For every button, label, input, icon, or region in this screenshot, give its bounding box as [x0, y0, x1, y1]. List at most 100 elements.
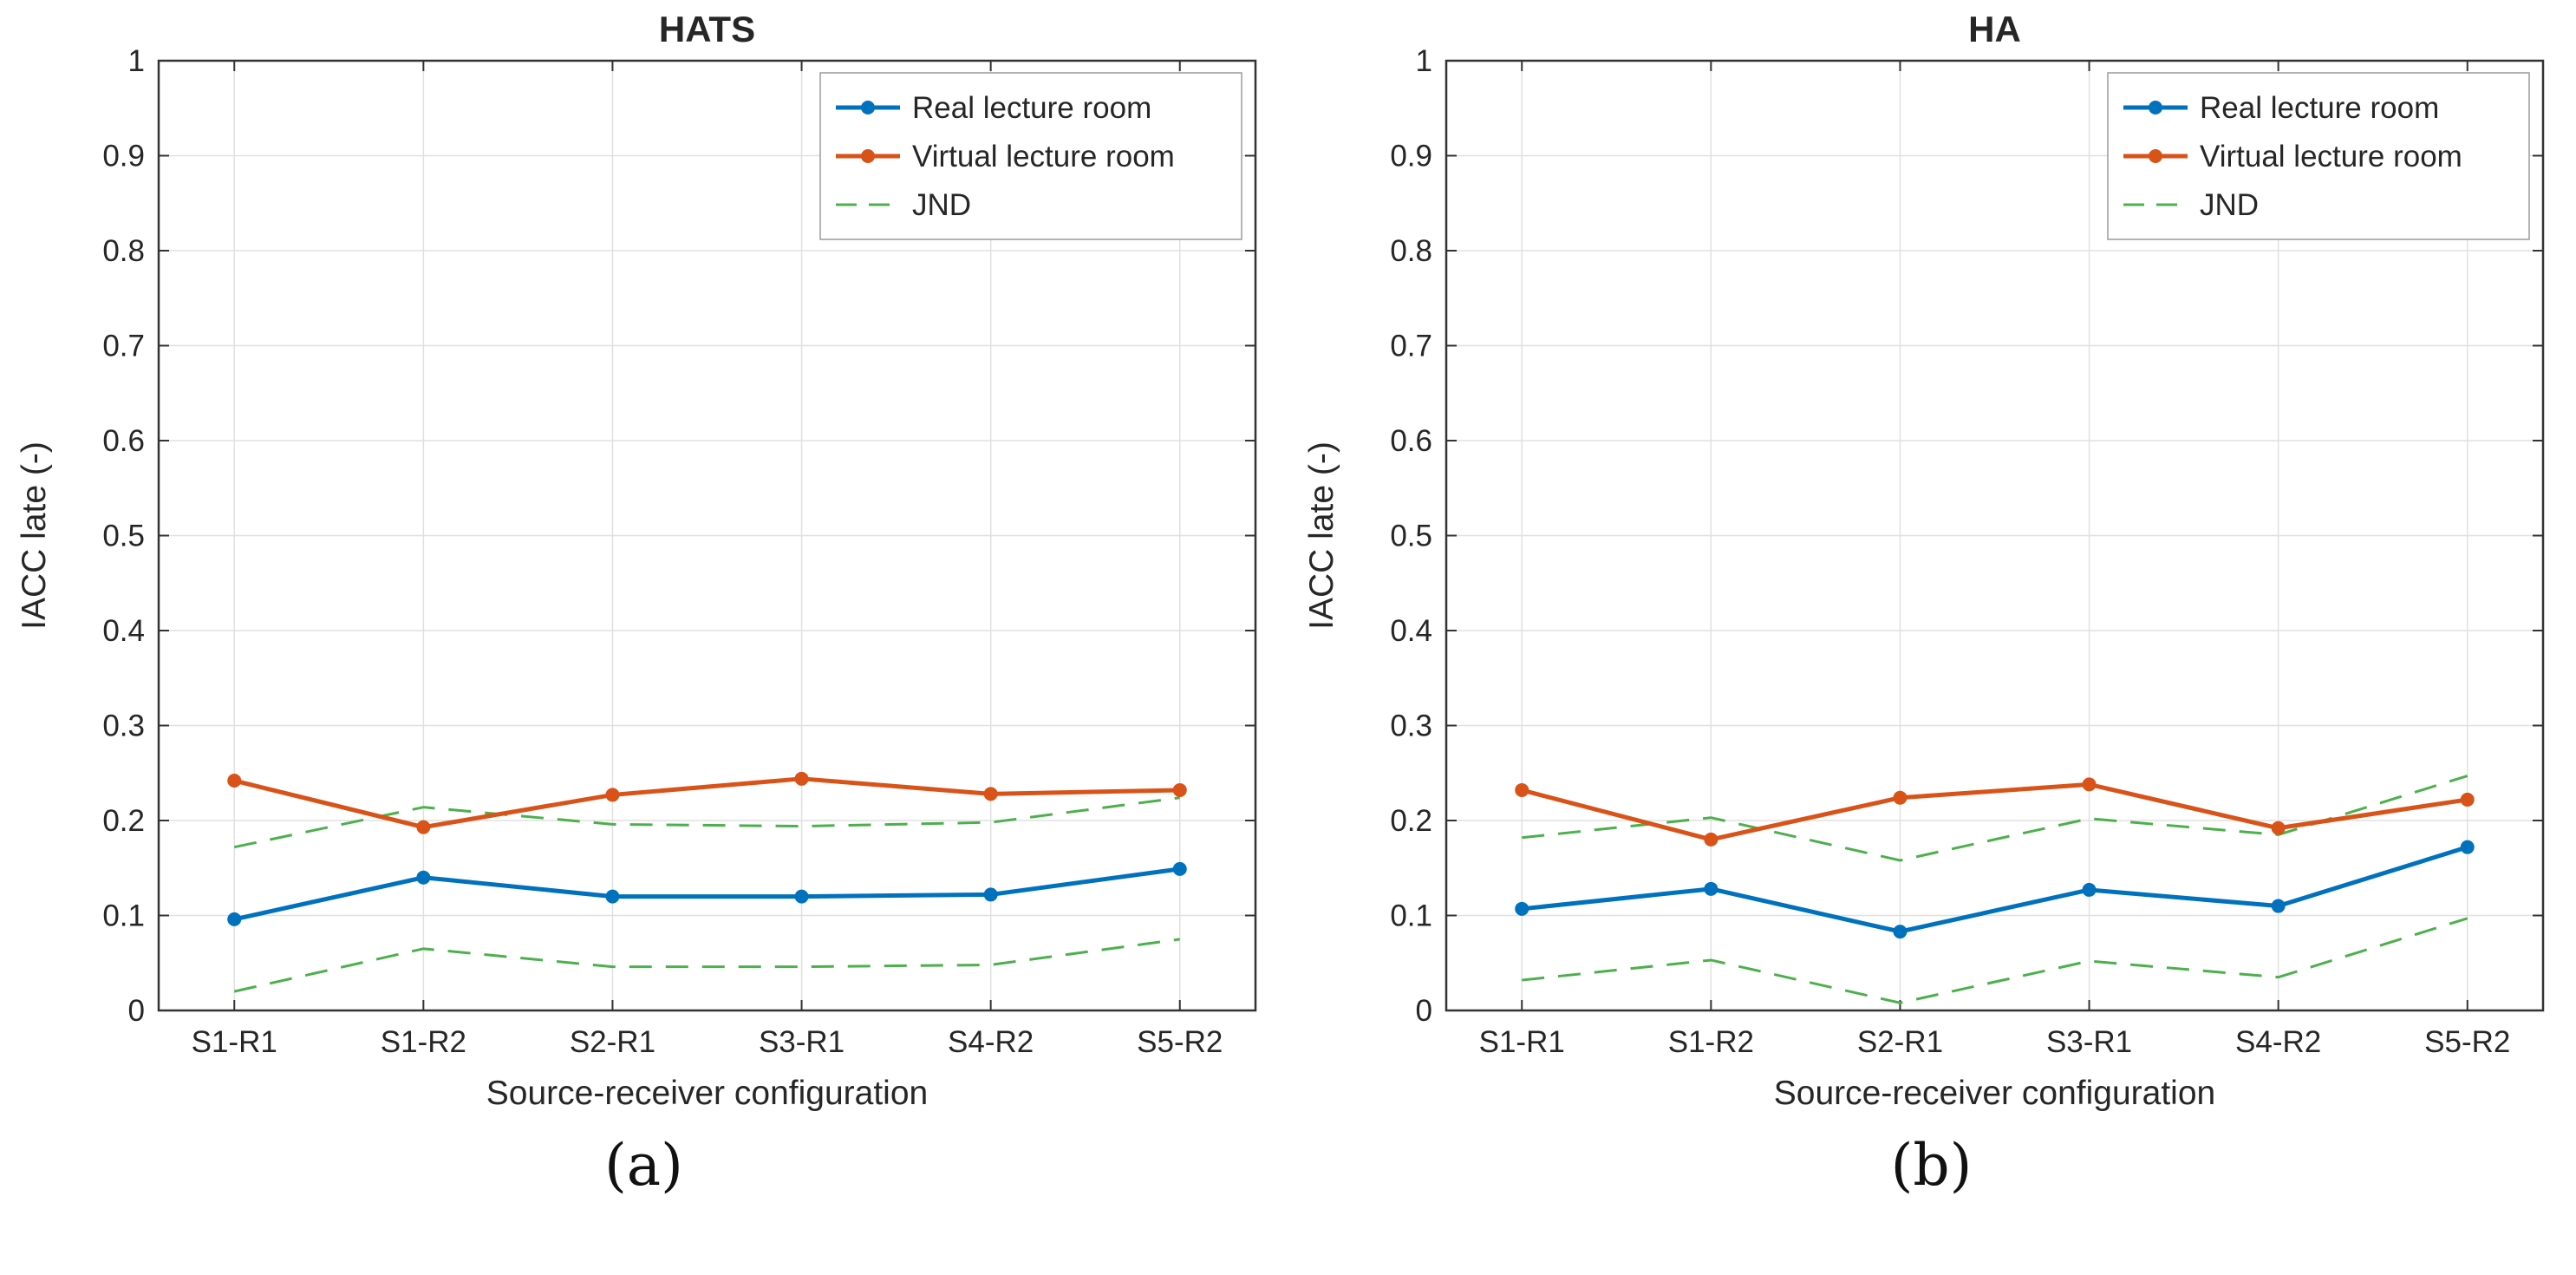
y-tick-labels: 0 0.1 0.2 0.3 0.4 0.5 0.6 0.7 0.8 0.9 1 — [1390, 44, 1432, 1028]
x-tick-labels: S1-R1 S1-R2 S2-R1 S3-R1 S4-R2 S5-R2 — [1478, 1025, 2510, 1059]
data-point-marker — [1514, 901, 1529, 916]
chart-title: HA — [1968, 9, 2021, 49]
legend-label: Virtual lecture room — [912, 140, 1175, 173]
series-real-lecture-room — [1514, 840, 2475, 939]
data-point-marker — [794, 771, 809, 786]
y-axis-label: IACC late (-) — [1303, 441, 1340, 630]
svg-text:S5-R2: S5-R2 — [1137, 1025, 1223, 1059]
axis-box — [157, 59, 1256, 1012]
legend-label: Real lecture room — [912, 91, 1151, 125]
series-jnd — [233, 796, 1180, 993]
legend-label: Virtual lecture room — [2200, 140, 2462, 173]
svg-text:0: 0 — [127, 994, 144, 1028]
data-point-marker — [2271, 821, 2286, 835]
svg-text:0.4: 0.4 — [1390, 614, 1432, 648]
svg-text:0.8: 0.8 — [1390, 234, 1432, 268]
series-jnd — [1521, 775, 2468, 1004]
legend-entry-jnd: JND — [2123, 188, 2259, 222]
svg-text:S4-R2: S4-R2 — [2235, 1025, 2321, 1059]
chart-hats: 0 0.1 0.2 0.3 0.4 0.5 0.6 0.7 0.8 0.9 1 S1-R1 S1-R2 S… — [16, 9, 1256, 1112]
data-point-marker — [1892, 790, 1907, 805]
subfigure-label-a: (a) — [604, 1132, 683, 1199]
svg-text:1: 1 — [127, 44, 144, 78]
y-axis-label: IACC late (-) — [16, 441, 53, 630]
svg-text:0.3: 0.3 — [1390, 709, 1432, 743]
grid-lines — [158, 61, 1255, 1010]
data-point-marker — [2082, 882, 2097, 897]
axis-box — [1445, 59, 2544, 1012]
data-point-marker — [1172, 782, 1187, 797]
data-point-marker — [2460, 840, 2475, 854]
data-point-marker — [604, 889, 619, 904]
svg-text:0.2: 0.2 — [1390, 804, 1432, 838]
svg-text:S1-R1: S1-R1 — [1478, 1025, 1564, 1059]
y-tick-labels: 0 0.1 0.2 0.3 0.4 0.5 0.6 0.7 0.8 0.9 1 — [102, 44, 145, 1028]
legend-entry-virtual-lecture-room: Virtual lecture room — [835, 140, 1175, 173]
legend: Real lecture room Virtual lecture room JND — [2106, 72, 2530, 240]
legend-entry-virtual-lecture-room: Virtual lecture room — [2123, 140, 2462, 173]
data-point-marker — [1703, 832, 1718, 847]
svg-text:S4-R2: S4-R2 — [948, 1025, 1034, 1059]
svg-text:S3-R1: S3-R1 — [2045, 1025, 2131, 1059]
svg-text:0.7: 0.7 — [102, 330, 145, 363]
svg-text:S1-R2: S1-R2 — [380, 1025, 466, 1059]
chart-panel-a: 0 0.1 0.2 0.3 0.4 0.5 0.6 0.7 0.8 0.9 1 S1-R1 S1-R2 S… — [0, 0, 1288, 1200]
legend-label: Real lecture room — [2200, 91, 2439, 125]
subfigure-label-b: (b) — [1890, 1132, 1973, 1199]
svg-text:0.2: 0.2 — [102, 804, 145, 838]
svg-text:1: 1 — [1415, 44, 1431, 78]
legend-marker-sample — [860, 101, 875, 114]
svg-text:S1-R2: S1-R2 — [1667, 1025, 1753, 1059]
svg-text:S2-R1: S2-R1 — [569, 1025, 655, 1059]
data-point-marker — [2271, 899, 2286, 913]
svg-text:0.1: 0.1 — [1390, 899, 1432, 933]
svg-text:S3-R1: S3-R1 — [758, 1025, 844, 1059]
svg-text:0.8: 0.8 — [102, 234, 145, 268]
x-axis-label: Source-receiver configuration — [486, 1075, 927, 1112]
series-virtual-lecture-room — [226, 771, 1187, 834]
svg-text:S1-R1: S1-R1 — [191, 1025, 277, 1059]
chart-panel-b: 0 0.1 0.2 0.3 0.4 0.5 0.6 0.7 0.8 0.9 1 S1-R1 S1-R2 S… — [1288, 0, 2575, 1200]
legend-label: JND — [912, 188, 971, 222]
svg-text:0.5: 0.5 — [102, 520, 145, 553]
data-point-marker — [415, 820, 430, 834]
legend-entry-real-lecture-room: Real lecture room — [2123, 91, 2439, 125]
svg-text:0.6: 0.6 — [102, 424, 145, 458]
svg-text:0.5: 0.5 — [1390, 520, 1432, 553]
legend: Real lecture room Virtual lecture room JND — [818, 72, 1242, 240]
data-point-marker — [2082, 777, 2097, 792]
data-point-marker — [415, 870, 430, 885]
svg-text:0.3: 0.3 — [102, 709, 145, 743]
grid-lines — [1445, 61, 2543, 1010]
data-point-marker — [983, 887, 998, 902]
data-point-marker — [794, 889, 809, 904]
svg-text:0.6: 0.6 — [1390, 424, 1432, 458]
svg-text:0.1: 0.1 — [102, 899, 145, 933]
data-point-marker — [983, 787, 998, 801]
series-virtual-lecture-room — [1514, 777, 2475, 847]
legend-entry-real-lecture-room: Real lecture room — [835, 91, 1151, 125]
svg-text:S5-R2: S5-R2 — [2424, 1025, 2510, 1059]
legend-label: JND — [2200, 188, 2259, 222]
data-point-marker — [1703, 881, 1718, 896]
data-point-marker — [1172, 861, 1187, 876]
data-point-marker — [2460, 792, 2475, 807]
x-axis-label: Source-receiver configuration — [1773, 1075, 2214, 1112]
data-point-marker — [226, 774, 241, 788]
chart-title: HATS — [658, 9, 754, 49]
legend-marker-sample — [2148, 149, 2162, 163]
svg-text:0.9: 0.9 — [102, 140, 145, 173]
svg-text:0.7: 0.7 — [1390, 330, 1432, 363]
data-point-marker — [604, 788, 619, 802]
legend-marker-sample — [2148, 101, 2162, 114]
data-point-marker — [1892, 925, 1907, 939]
svg-text:0: 0 — [1415, 994, 1431, 1028]
legend-marker-sample — [860, 149, 875, 163]
legend-entry-jnd: JND — [835, 188, 971, 222]
series-real-lecture-room — [226, 861, 1187, 926]
svg-text:0.4: 0.4 — [102, 614, 145, 648]
data-point-marker — [226, 912, 241, 926]
data-point-marker — [1514, 782, 1529, 797]
